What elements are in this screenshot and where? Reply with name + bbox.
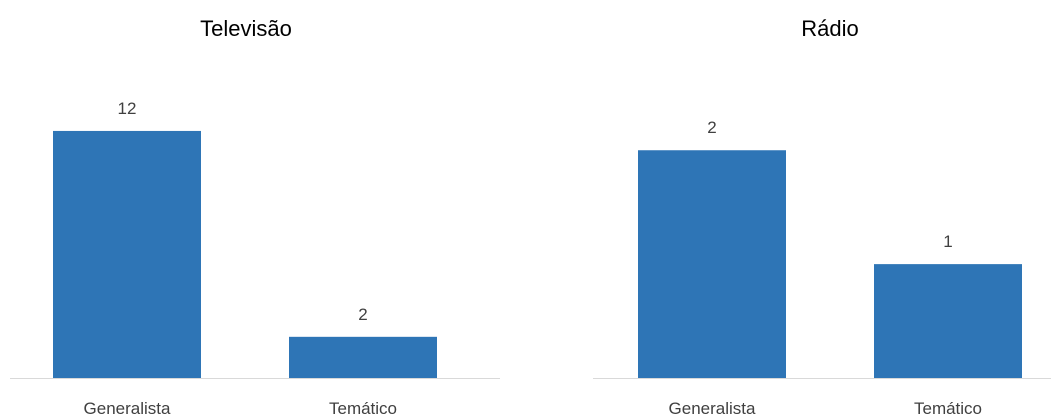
x-tick-label: Temático [329, 399, 397, 418]
data-label: 1 [943, 232, 952, 251]
data-label: 2 [707, 118, 716, 137]
data-label: 2 [358, 305, 367, 324]
bar-generalista [53, 130, 201, 378]
chart-televisao: Televisão 12 Generalista 2 Temático [0, 0, 500, 418]
chart-svg: Televisão 12 Generalista 2 Temático [10, 16, 500, 418]
x-tick-label: Generalista [669, 399, 756, 418]
bar-temático [289, 336, 437, 378]
x-tick-label: Generalista [84, 399, 171, 418]
plot-area: 12 Generalista 2 Temático [10, 99, 500, 418]
bar-temático [874, 264, 1022, 378]
chart-radio: Rádio 2 Generalista 1 Temático [585, 0, 1051, 418]
x-tick-label: Temático [914, 399, 982, 418]
chart-title: Rádio [801, 16, 858, 41]
chart-svg: Rádio 2 Generalista 1 Temático [593, 16, 1051, 418]
chart-title: Televisão [200, 16, 292, 41]
data-label: 12 [118, 99, 137, 118]
bar-generalista [638, 150, 786, 378]
plot-area: 2 Generalista 1 Temático [593, 118, 1051, 418]
